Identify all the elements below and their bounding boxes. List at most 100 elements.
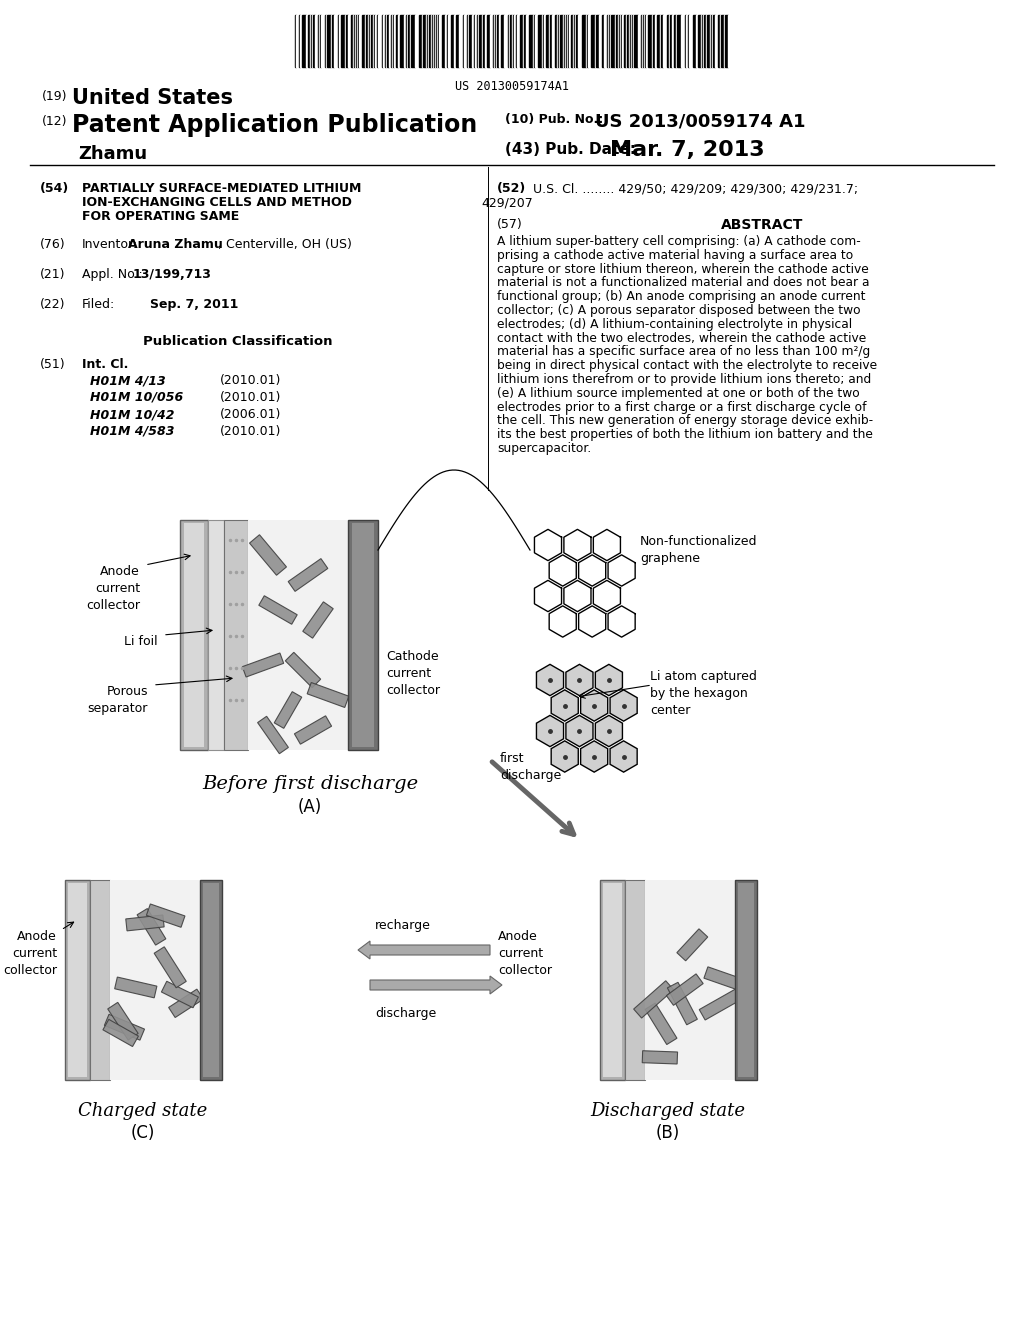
FancyArrow shape xyxy=(370,975,502,994)
Text: capture or store lithium thereon, wherein the cathode active: capture or store lithium thereon, wherei… xyxy=(497,263,868,276)
Bar xyxy=(315,15,318,67)
Text: its the best properties of both the lithium ion battery and the: its the best properties of both the lith… xyxy=(497,428,872,441)
Bar xyxy=(208,520,224,750)
Bar xyxy=(366,15,368,67)
Text: contact with the two electrodes, wherein the cathode active: contact with the two electrodes, wherein… xyxy=(497,331,866,345)
Bar xyxy=(526,15,529,67)
Bar xyxy=(352,523,374,747)
Bar xyxy=(442,15,445,67)
Bar xyxy=(68,883,87,1077)
Bar xyxy=(429,15,431,67)
Bar xyxy=(387,15,389,67)
Bar xyxy=(535,15,538,67)
Bar xyxy=(321,15,325,67)
Bar xyxy=(180,520,208,750)
Polygon shape xyxy=(595,715,623,747)
Bar xyxy=(408,15,410,67)
Bar xyxy=(415,15,419,67)
Text: US 2013/0059174 A1: US 2013/0059174 A1 xyxy=(595,114,806,131)
Polygon shape xyxy=(162,981,199,1007)
Bar xyxy=(582,15,586,67)
Text: (19): (19) xyxy=(42,90,68,103)
Polygon shape xyxy=(258,717,289,754)
Bar xyxy=(313,15,315,67)
Bar xyxy=(224,520,248,750)
Bar xyxy=(648,15,652,67)
Bar xyxy=(499,15,501,67)
Polygon shape xyxy=(610,690,637,721)
Text: Patent Application Publication: Patent Application Publication xyxy=(72,114,477,137)
Bar xyxy=(634,15,638,67)
Bar xyxy=(591,15,595,67)
Bar xyxy=(203,883,219,1077)
Polygon shape xyxy=(155,946,186,987)
Bar xyxy=(394,15,396,67)
Text: (e) A lithium source implemented at one or both of the two: (e) A lithium source implemented at one … xyxy=(497,387,860,400)
Bar xyxy=(616,15,618,67)
Polygon shape xyxy=(551,741,579,772)
Text: collector; (c) A porous separator disposed between the two: collector; (c) A porous separator dispos… xyxy=(497,304,860,317)
Polygon shape xyxy=(634,981,674,1018)
Polygon shape xyxy=(595,664,623,696)
Polygon shape xyxy=(146,904,185,927)
Polygon shape xyxy=(104,1014,144,1040)
Polygon shape xyxy=(307,682,349,708)
Polygon shape xyxy=(581,741,607,772)
Bar xyxy=(627,15,629,67)
Bar xyxy=(546,15,549,67)
Polygon shape xyxy=(169,989,204,1018)
Text: Charged state: Charged state xyxy=(79,1102,208,1119)
Text: Aruna Zhamu: Aruna Zhamu xyxy=(128,238,223,251)
Text: Li foil: Li foil xyxy=(124,635,158,648)
Bar xyxy=(439,15,442,67)
Bar xyxy=(483,15,485,67)
Polygon shape xyxy=(102,1019,138,1047)
Text: (2006.01): (2006.01) xyxy=(220,408,282,421)
Bar xyxy=(510,15,512,67)
Bar xyxy=(689,15,693,67)
Text: ION-EXCHANGING CELLS AND METHOD: ION-EXCHANGING CELLS AND METHOD xyxy=(82,195,352,209)
Polygon shape xyxy=(243,653,284,677)
FancyArrow shape xyxy=(358,941,490,960)
Bar xyxy=(662,15,663,67)
Text: (76): (76) xyxy=(40,238,66,251)
Bar xyxy=(604,15,607,67)
Text: prising a cathode active material having a surface area to: prising a cathode active material having… xyxy=(497,248,853,261)
Bar xyxy=(707,15,710,67)
Text: (51): (51) xyxy=(40,358,66,371)
Bar xyxy=(555,15,557,67)
Bar xyxy=(451,15,454,67)
Bar xyxy=(184,523,204,747)
Bar xyxy=(383,15,385,67)
Bar xyxy=(375,15,377,67)
Text: A lithium super-battery cell comprising: (a) A cathode com-: A lithium super-battery cell comprising:… xyxy=(497,235,861,248)
Text: functional group; (b) An anode comprising an anode current: functional group; (b) An anode comprisin… xyxy=(497,290,865,304)
Polygon shape xyxy=(286,652,321,688)
Text: H01M 10/056: H01M 10/056 xyxy=(90,391,183,404)
Polygon shape xyxy=(645,1003,677,1044)
Text: (A): (A) xyxy=(298,799,323,816)
Text: being in direct physical contact with the electrolyte to receive: being in direct physical contact with th… xyxy=(497,359,878,372)
Bar xyxy=(674,15,676,67)
Bar xyxy=(351,15,353,67)
Bar xyxy=(400,15,404,67)
Bar xyxy=(490,15,493,67)
Polygon shape xyxy=(668,982,697,1024)
Bar xyxy=(65,880,90,1080)
Bar xyxy=(487,15,490,67)
Text: (C): (C) xyxy=(131,1125,156,1142)
Text: H01M 4/583: H01M 4/583 xyxy=(90,425,174,438)
Text: (52): (52) xyxy=(497,182,526,195)
Polygon shape xyxy=(303,602,333,638)
Text: (2010.01): (2010.01) xyxy=(220,425,282,438)
Text: recharge: recharge xyxy=(375,919,431,932)
Bar xyxy=(715,15,718,67)
Bar xyxy=(728,15,730,67)
Bar xyxy=(529,15,534,67)
Bar xyxy=(578,15,582,67)
Text: ABSTRACT: ABSTRACT xyxy=(721,218,803,232)
Bar xyxy=(332,15,334,67)
Text: H01M 10/42: H01M 10/42 xyxy=(90,408,174,421)
Bar xyxy=(718,15,720,67)
Bar xyxy=(404,15,406,67)
